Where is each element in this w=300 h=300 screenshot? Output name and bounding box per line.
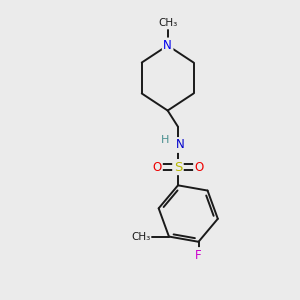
- Text: S: S: [174, 160, 182, 174]
- Text: O: O: [152, 160, 161, 174]
- Text: H: H: [160, 135, 169, 145]
- Text: F: F: [195, 248, 202, 262]
- Text: CH₃: CH₃: [131, 232, 150, 242]
- Text: N: N: [163, 39, 172, 52]
- Text: N: N: [176, 139, 185, 152]
- Text: O: O: [194, 160, 204, 174]
- Text: CH₃: CH₃: [158, 18, 177, 28]
